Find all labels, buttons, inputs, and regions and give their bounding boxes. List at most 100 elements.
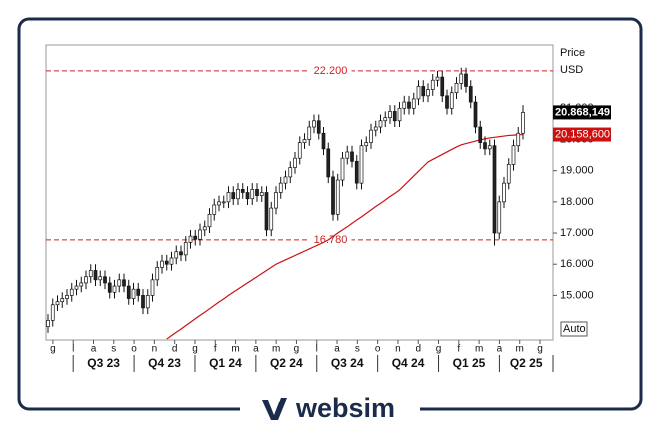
x-tick-label: g bbox=[294, 344, 300, 355]
x-tick-label: f bbox=[457, 344, 460, 355]
x-tick-label: s bbox=[355, 344, 360, 355]
y-tick-label: 18.000 bbox=[560, 196, 594, 208]
candle-body bbox=[264, 192, 269, 231]
candle-body bbox=[449, 92, 454, 109]
candle-body bbox=[288, 167, 293, 178]
y-tick-label: 17.000 bbox=[560, 227, 594, 239]
candle-body bbox=[155, 266, 160, 281]
candle-body bbox=[440, 76, 445, 97]
y-tick-label: 19.000 bbox=[560, 165, 594, 177]
candle-body bbox=[468, 86, 473, 103]
quarter-label: Q3 23 bbox=[87, 356, 120, 370]
candle-body bbox=[74, 285, 79, 290]
candle-body bbox=[378, 120, 383, 128]
candle-body bbox=[459, 73, 464, 84]
candle-body bbox=[60, 298, 65, 302]
candle-body bbox=[331, 176, 335, 215]
x-tick-label: l bbox=[72, 344, 74, 355]
candle-body bbox=[202, 226, 207, 231]
candle-body bbox=[297, 142, 302, 159]
candle-body bbox=[326, 148, 331, 178]
quarter-label: Q2 25 bbox=[510, 356, 543, 370]
x-tick-label: m bbox=[272, 344, 280, 355]
candle-body bbox=[103, 276, 107, 284]
quarter-label: Q1 25 bbox=[453, 356, 486, 370]
candle-body bbox=[269, 207, 274, 231]
x-tick-label: a bbox=[91, 344, 97, 355]
candle-body bbox=[506, 164, 511, 184]
candle-body bbox=[65, 295, 69, 299]
candle-body bbox=[335, 179, 340, 215]
candle-body bbox=[179, 251, 183, 256]
candle-body bbox=[46, 320, 50, 327]
candle-body bbox=[259, 192, 264, 196]
reference-label: 22.200 bbox=[314, 65, 348, 77]
x-tick-label: a bbox=[497, 344, 503, 355]
candle-body bbox=[307, 126, 312, 140]
y-tick-label: 15.000 bbox=[560, 289, 594, 301]
brand-text: websim bbox=[295, 393, 395, 423]
candle-body bbox=[492, 145, 497, 234]
candle-body bbox=[136, 288, 141, 296]
candle-body bbox=[212, 204, 217, 215]
candle-body bbox=[388, 111, 392, 119]
candle-body bbox=[445, 95, 449, 109]
candle-body bbox=[79, 282, 84, 287]
x-tick-label: m bbox=[516, 344, 524, 355]
candle-body bbox=[397, 107, 402, 122]
candle-body bbox=[145, 295, 150, 309]
candle-body bbox=[98, 276, 103, 281]
candle-body bbox=[84, 276, 88, 284]
candle-body bbox=[407, 101, 411, 109]
candle-body bbox=[183, 242, 188, 256]
candle-body bbox=[478, 126, 483, 143]
candle-body bbox=[483, 142, 487, 150]
candle-body bbox=[473, 101, 478, 128]
candle-body bbox=[131, 288, 136, 299]
x-tick-label: g bbox=[192, 344, 198, 355]
candle-body bbox=[350, 151, 354, 162]
candle-body bbox=[160, 260, 164, 268]
x-tick-label: n bbox=[395, 344, 401, 355]
candle-body bbox=[150, 279, 155, 296]
x-tick-label: l bbox=[316, 344, 318, 355]
moving-average-box bbox=[553, 127, 611, 142]
quarter-label: Q4 23 bbox=[148, 356, 181, 370]
x-tick-label: d bbox=[172, 344, 178, 355]
x-tick-label: n bbox=[152, 344, 158, 355]
scale-button-label[interactable]: Auto bbox=[563, 323, 586, 335]
brand-icon bbox=[262, 398, 287, 420]
frame-gap bbox=[240, 400, 420, 420]
x-tick-label: m bbox=[475, 344, 483, 355]
candle-body bbox=[93, 270, 98, 281]
candle-body bbox=[359, 145, 364, 184]
candle-body bbox=[502, 182, 506, 203]
candle-body bbox=[487, 145, 492, 150]
candle-body bbox=[50, 304, 55, 321]
scale-button[interactable] bbox=[560, 321, 588, 337]
candle-body bbox=[169, 257, 174, 265]
x-tick-label: o bbox=[131, 344, 137, 355]
candle-body bbox=[392, 111, 397, 122]
candle-body bbox=[516, 132, 521, 147]
candle-body bbox=[207, 213, 212, 228]
brand-logo: websim bbox=[262, 393, 395, 423]
candle-body bbox=[231, 192, 236, 200]
candle-body bbox=[411, 98, 416, 109]
candle-body bbox=[174, 251, 179, 259]
candle-body bbox=[126, 285, 131, 299]
candle-body bbox=[373, 126, 378, 131]
moving-average-label: 20.158,600 bbox=[555, 128, 610, 140]
candle-body bbox=[464, 73, 468, 87]
candle-body bbox=[250, 189, 255, 200]
x-tick-label: f bbox=[214, 344, 217, 355]
candle-body bbox=[345, 151, 350, 159]
candle-body bbox=[236, 189, 240, 200]
candle-body bbox=[293, 157, 297, 168]
candle-body bbox=[240, 189, 245, 193]
candle-body bbox=[255, 189, 259, 196]
candle-body bbox=[511, 145, 516, 165]
x-tick-label: g bbox=[436, 344, 442, 355]
candle-body bbox=[435, 76, 440, 81]
